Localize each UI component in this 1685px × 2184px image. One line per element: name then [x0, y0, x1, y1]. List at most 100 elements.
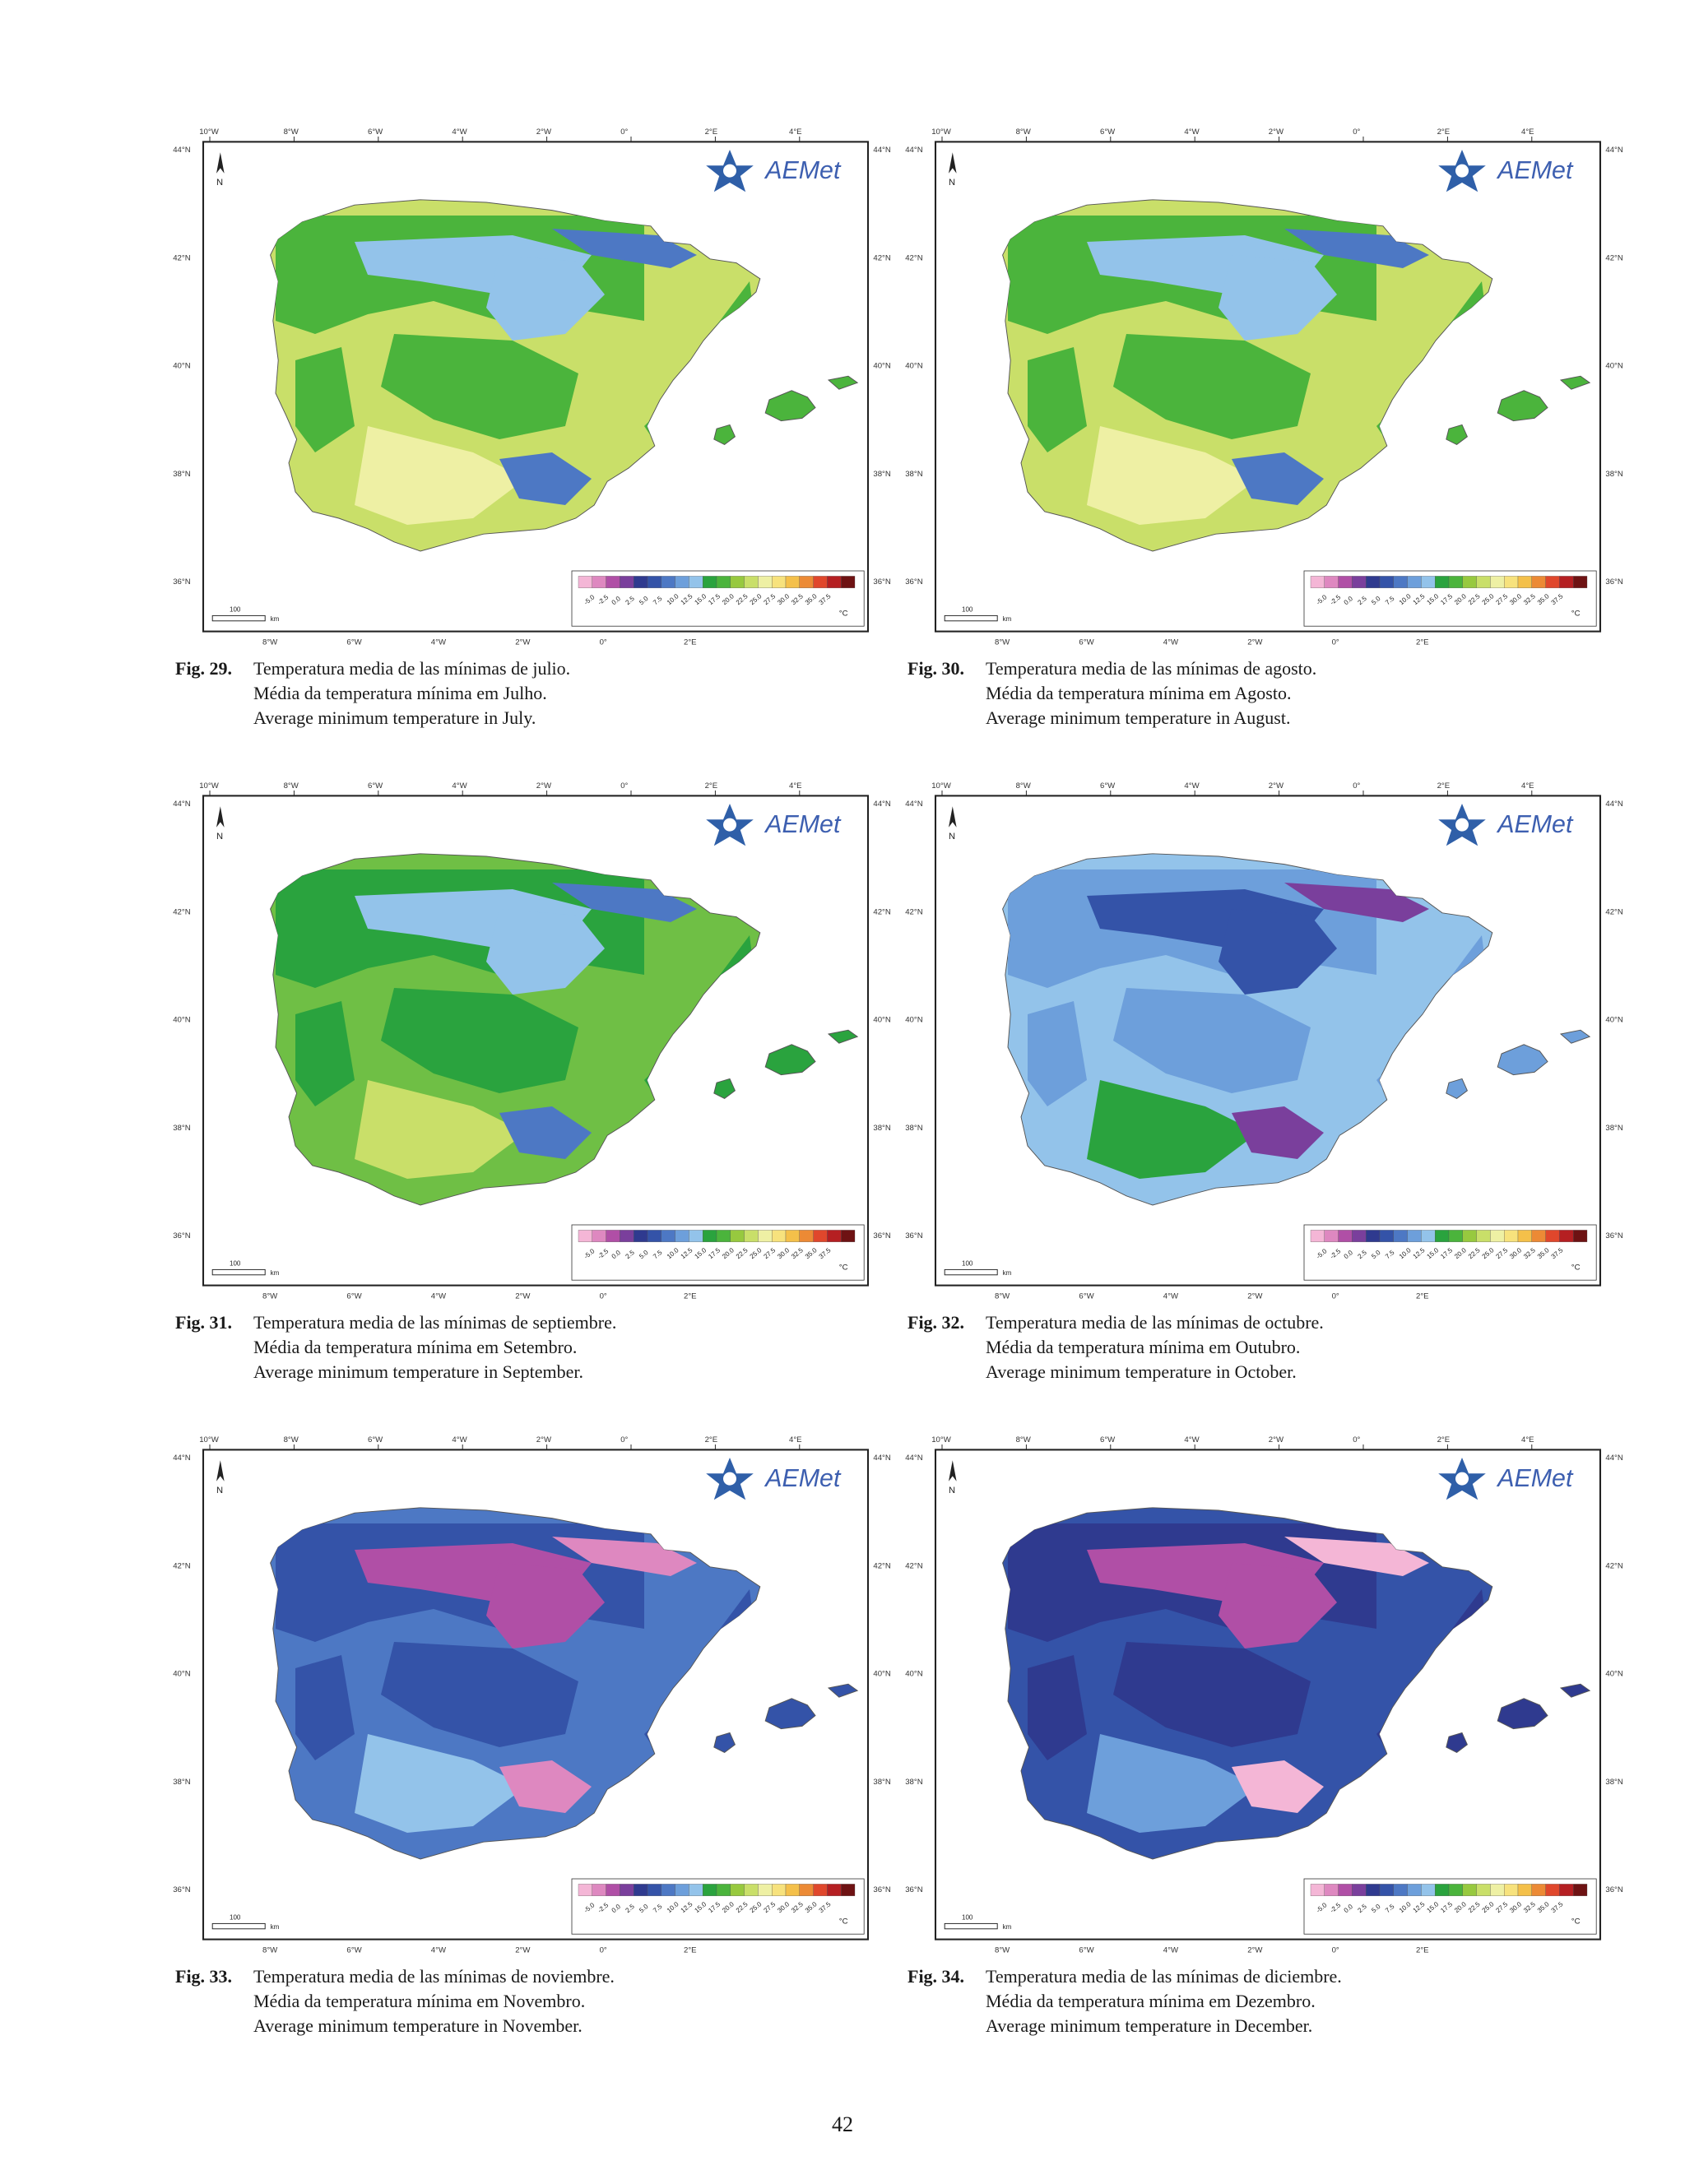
- temperature-map: 10°W 8°W 6°W 4°W 2°W 0° 2°E 4°E 8°W 6°W 4°W 2°W 0° 2°…: [173, 1435, 891, 1955]
- caption-english: Average minimum temperature in October.: [986, 1361, 1297, 1382]
- longitude-label: 0°: [600, 1946, 607, 1955]
- ibiza: [1446, 1078, 1468, 1099]
- mallorca: [764, 1698, 816, 1730]
- longitude-label: 0°: [1332, 1946, 1339, 1955]
- longitude-label: 4°W: [1184, 1435, 1200, 1444]
- latitude-label: 44°N: [173, 800, 191, 809]
- longitude-label: 2°E: [1416, 1292, 1429, 1301]
- scale-bar: 100 km: [944, 1260, 1012, 1277]
- longitude-label: 8°W: [284, 781, 299, 791]
- longitude-label: 2°E: [1416, 1946, 1429, 1955]
- latitude-label: 44°N: [173, 146, 191, 155]
- longitude-label: 6°W: [1079, 638, 1094, 647]
- temperature-legend: -5.0 -2.5 0.0 2.5 5.0 7.5 10.0 12.5 15.0 17.5 20.0…: [1303, 1878, 1597, 1935]
- longitude-label: 6°W: [1100, 1435, 1116, 1444]
- latitude-label: 44°N: [173, 1454, 191, 1463]
- ibiza: [1446, 1732, 1468, 1753]
- latitude-label: 42°N: [873, 1561, 891, 1570]
- north-label: N: [949, 832, 955, 842]
- temperature-legend: -5.0 -2.5 0.0 2.5 5.0 7.5 10.0 12.5 15.0 17.5 20.0…: [1303, 1224, 1597, 1281]
- longitude-label: 0°: [1332, 638, 1339, 647]
- north-label: N: [949, 178, 955, 188]
- aemet-logo: AEMet: [1438, 804, 1574, 846]
- scale-bar: 100 km: [211, 1260, 280, 1277]
- latitude-label: 36°N: [873, 1231, 891, 1240]
- longitude-label: 0°: [620, 781, 628, 791]
- caption-english: Average minimum temperature in August.: [986, 707, 1291, 728]
- longitude-label: 6°W: [368, 128, 383, 137]
- latitude-label: 38°N: [1605, 1124, 1623, 1133]
- longitude-label: 2°W: [515, 1946, 531, 1955]
- longitude-label: 2°W: [1247, 1946, 1263, 1955]
- temperature-legend: -5.0 -2.5 0.0 2.5 5.0 7.5 10.0 12.5 15.0 17.5 20.0…: [571, 570, 865, 627]
- legend-unit: °C: [1571, 609, 1581, 618]
- longitude-label: 4°E: [789, 128, 802, 137]
- longitude-label: 0°: [1353, 128, 1360, 137]
- longitude-label: 2°W: [515, 1292, 531, 1301]
- scale-bar: 100 km: [211, 606, 280, 623]
- latitude-label: 44°N: [1605, 800, 1623, 809]
- latitude-label: 40°N: [873, 1016, 891, 1025]
- latitude-label: 42°N: [1605, 253, 1623, 262]
- latitude-label: 44°N: [873, 146, 891, 155]
- longitude-label: 10°W: [199, 781, 220, 791]
- scale-value: 100: [962, 1260, 973, 1268]
- longitude-label: 8°W: [284, 128, 299, 137]
- temperature-legend: -5.0 -2.5 0.0 2.5 5.0 7.5 10.0 12.5 15.0 17.5 20.0…: [571, 1878, 865, 1935]
- svg-text:AEMet: AEMet: [764, 156, 842, 184]
- latitude-label: 40°N: [873, 362, 891, 371]
- longitude-label: 6°W: [346, 1292, 362, 1301]
- north-arrow-icon: [949, 806, 957, 828]
- longitude-label: 10°W: [199, 1435, 220, 1444]
- longitude-label: 8°W: [262, 638, 278, 647]
- longitude-label: 6°W: [368, 1435, 383, 1444]
- ibiza: [713, 424, 736, 445]
- scale-bar: 100 km: [944, 1914, 1012, 1931]
- latitude-label: 42°N: [173, 1561, 191, 1570]
- svg-text:AEMet: AEMet: [764, 1464, 842, 1492]
- north-arrow-icon: [216, 806, 225, 828]
- iberian-peninsula: [270, 1507, 761, 1860]
- latitude-label: 40°N: [873, 1670, 891, 1679]
- scale-unit: km: [271, 1923, 280, 1931]
- scale-value: 100: [230, 606, 241, 614]
- latitude-label: 44°N: [1605, 146, 1623, 155]
- longitude-label: 4°W: [431, 1946, 447, 1955]
- latitude-label: 38°N: [905, 1124, 923, 1133]
- longitude-label: 4°W: [431, 1292, 447, 1301]
- caption-english: Average minimum temperature in September…: [253, 1361, 583, 1382]
- figure-caption: Fig. 31. Temperatura media de las mínimas…: [175, 1310, 616, 1384]
- latitude-label: 42°N: [173, 253, 191, 262]
- svg-text:AEMet: AEMet: [1496, 156, 1574, 184]
- longitude-label: 8°W: [262, 1292, 278, 1301]
- caption-spanish: Temperatura media de las mínimas de juli…: [253, 658, 571, 679]
- menorca: [1559, 375, 1591, 390]
- figure-caption: Fig. 32. Temperatura media de las mínimas…: [907, 1310, 1324, 1384]
- legend-unit: °C: [839, 609, 848, 618]
- longitude-label: 8°W: [995, 1946, 1010, 1955]
- latitude-label: 38°N: [173, 1124, 191, 1133]
- latitude-label: 38°N: [1605, 1778, 1623, 1787]
- longitude-label: 6°W: [1100, 128, 1116, 137]
- longitude-label: 4°W: [1184, 781, 1200, 791]
- longitude-label: 2°W: [1269, 128, 1284, 137]
- legend-unit: °C: [1571, 1263, 1581, 1272]
- caption-english: Average minimum temperature in July.: [253, 707, 536, 728]
- longitude-label: 0°: [620, 128, 628, 137]
- longitude-label: 8°W: [1016, 128, 1032, 137]
- longitude-label: 8°W: [995, 1292, 1010, 1301]
- latitude-label: 40°N: [173, 1016, 191, 1025]
- latitude-label: 36°N: [905, 1231, 923, 1240]
- mallorca: [1497, 390, 1548, 422]
- caption-spanish: Temperatura media de las mínimas de novi…: [253, 1966, 615, 1987]
- longitude-label: 10°W: [199, 128, 220, 137]
- longitude-label: 2°W: [536, 1435, 552, 1444]
- iberian-peninsula: [1002, 853, 1493, 1206]
- latitude-label: 42°N: [1605, 907, 1623, 916]
- longitude-label: 2°W: [536, 781, 552, 791]
- mallorca: [764, 390, 816, 422]
- menorca: [1559, 1683, 1591, 1698]
- latitude-label: 38°N: [905, 470, 923, 479]
- scale-unit: km: [1003, 615, 1012, 623]
- latitude-label: 44°N: [905, 800, 923, 809]
